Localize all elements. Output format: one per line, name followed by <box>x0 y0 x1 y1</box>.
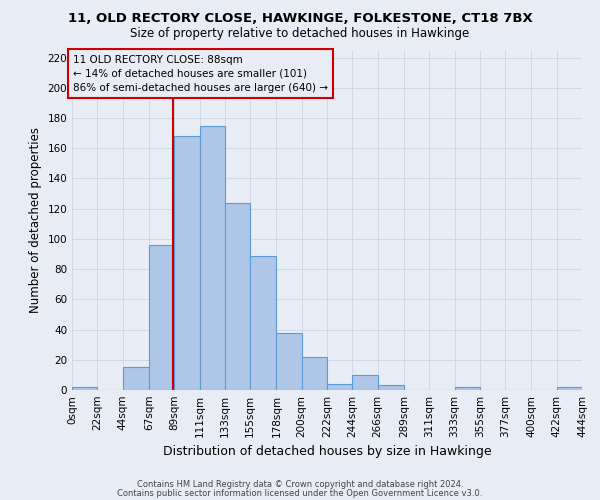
Bar <box>174 136 199 390</box>
Text: Contains HM Land Registry data © Crown copyright and database right 2024.: Contains HM Land Registry data © Crown c… <box>137 480 463 489</box>
Bar <box>225 202 250 390</box>
X-axis label: Distribution of detached houses by size in Hawkinge: Distribution of detached houses by size … <box>163 446 491 458</box>
Bar <box>149 245 174 390</box>
Bar <box>557 387 582 390</box>
Y-axis label: Number of detached properties: Number of detached properties <box>29 127 42 313</box>
Bar <box>250 256 277 390</box>
Bar <box>277 332 302 390</box>
Bar <box>302 357 327 390</box>
Text: 11, OLD RECTORY CLOSE, HAWKINGE, FOLKESTONE, CT18 7BX: 11, OLD RECTORY CLOSE, HAWKINGE, FOLKEST… <box>68 12 532 26</box>
Bar <box>122 368 149 390</box>
Bar <box>352 375 377 390</box>
Bar <box>455 387 480 390</box>
Text: Size of property relative to detached houses in Hawkinge: Size of property relative to detached ho… <box>130 28 470 40</box>
Text: Contains public sector information licensed under the Open Government Licence v3: Contains public sector information licen… <box>118 488 482 498</box>
Bar <box>199 126 225 390</box>
Bar <box>327 384 352 390</box>
Bar <box>72 387 97 390</box>
Text: 11 OLD RECTORY CLOSE: 88sqm
← 14% of detached houses are smaller (101)
86% of se: 11 OLD RECTORY CLOSE: 88sqm ← 14% of det… <box>73 54 328 92</box>
Bar <box>377 386 404 390</box>
